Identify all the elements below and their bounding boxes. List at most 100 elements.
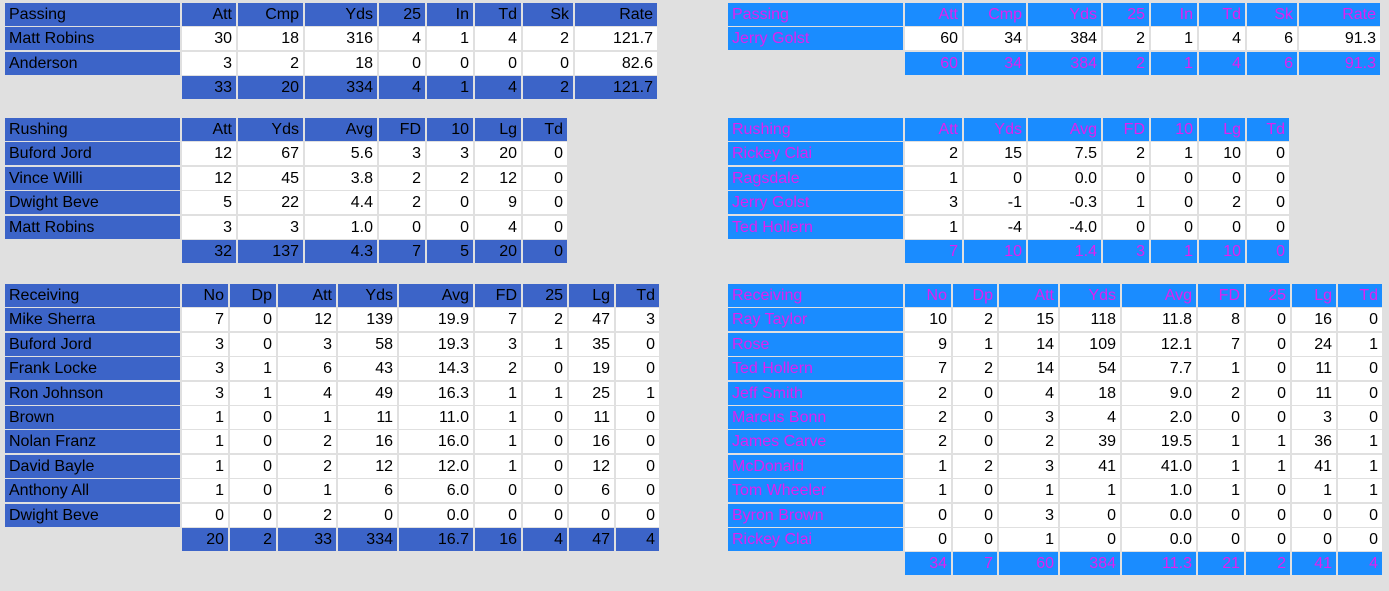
stat-cell: 1 — [616, 381, 659, 405]
stat-cell: 0 — [953, 503, 997, 527]
header-cell: FD — [475, 284, 521, 307]
total-cell: 3 — [1103, 240, 1149, 263]
stat-cell: 11.0 — [399, 406, 473, 429]
stat-cell: 9 — [475, 191, 521, 215]
stat-cell: 3 — [182, 332, 228, 356]
total-cell: 41 — [1292, 552, 1336, 576]
header-cell: FD — [1198, 284, 1244, 307]
player-name: Ted Hollern — [728, 215, 903, 239]
stat-cell: 10 — [1199, 142, 1245, 166]
stat-cell: 7.5 — [1028, 142, 1101, 166]
stat-cell: 1 — [475, 454, 521, 478]
stat-cell: 7.7 — [1122, 357, 1196, 381]
stat-cell: 2.0 — [1122, 406, 1196, 429]
player-name: Anderson — [5, 51, 180, 75]
header-cell: Dp — [953, 284, 997, 307]
header-cell: Passing — [728, 3, 903, 26]
stat-cell: 91.3 — [1299, 27, 1380, 51]
stat-cell: 0 — [1151, 215, 1197, 239]
stat-cell: 2 — [379, 166, 425, 190]
stat-cell: 34 — [964, 27, 1026, 51]
stat-cell: 3 — [1292, 406, 1336, 429]
stat-cell: 1 — [182, 454, 228, 478]
stat-cell: 19.9 — [399, 308, 473, 332]
stat-cell: 1 — [1246, 454, 1290, 478]
stat-cell: 0 — [1199, 166, 1245, 190]
stat-cell: 22 — [238, 191, 303, 215]
stat-cell: 0 — [1151, 166, 1197, 190]
stat-cell: 1 — [523, 381, 567, 405]
stat-cell: 2 — [905, 406, 951, 429]
stat-cell: 1 — [230, 357, 276, 381]
stat-cell: 0 — [1247, 191, 1289, 215]
player-name: Ray Taylor — [728, 308, 903, 332]
total-cell: 0 — [523, 240, 567, 263]
stat-cell: 9.0 — [1122, 381, 1196, 405]
stat-cell: 0 — [953, 430, 997, 454]
total-cell: 34 — [964, 51, 1026, 75]
stat-cell: 3 — [182, 357, 228, 381]
stat-cell: 0 — [523, 479, 567, 503]
player-name: Ted Hollern — [728, 357, 903, 381]
stat-cell: 6 — [278, 357, 336, 381]
stat-cell: 4 — [1060, 406, 1120, 429]
stat-cell: 1 — [1198, 357, 1244, 381]
stat-cell: 4 — [999, 381, 1058, 405]
stat-cell: 0 — [1338, 308, 1382, 332]
stat-cell: 0 — [1199, 215, 1245, 239]
stat-cell: 0 — [379, 51, 425, 75]
stat-cell: 18 — [1060, 381, 1120, 405]
stat-cell: 0 — [616, 357, 659, 381]
header-cell: No — [182, 284, 228, 307]
stat-cell: 41.0 — [1122, 454, 1196, 478]
total-cell: 20 — [475, 240, 521, 263]
header-cell: Receiving — [5, 284, 180, 307]
stat-cell: 0 — [523, 51, 573, 75]
header-cell: Td — [523, 118, 567, 141]
stat-cell: 30 — [182, 27, 236, 51]
stat-cell: 0 — [1292, 528, 1336, 551]
stat-cell: 2 — [953, 357, 997, 381]
stat-cell: 0 — [523, 166, 567, 190]
total-cell: 1 — [1151, 240, 1197, 263]
total-cell: 2 — [230, 528, 276, 551]
stat-cell: -4.0 — [1028, 215, 1101, 239]
header-cell: Yds — [338, 284, 397, 307]
total-cell: 91.3 — [1299, 51, 1380, 75]
stat-cell: 7 — [182, 308, 228, 332]
total-cell: 4 — [1338, 552, 1382, 576]
stat-cell: 3 — [999, 406, 1058, 429]
total-cell: 0 — [1247, 240, 1289, 263]
stat-cell: 0 — [1338, 503, 1382, 527]
stat-cell: 3 — [999, 503, 1058, 527]
stat-cell: 0 — [427, 191, 473, 215]
total-cell: 60 — [905, 51, 962, 75]
stat-cell: 16.0 — [399, 430, 473, 454]
stat-cell: 2 — [905, 142, 962, 166]
player-name: James Carve — [728, 430, 903, 454]
stat-cell: 0.0 — [1122, 528, 1196, 551]
stat-cell: 3.8 — [305, 166, 377, 190]
total-cell: 33 — [278, 528, 336, 551]
header-cell: Td — [1247, 118, 1289, 141]
header-cell: In — [427, 3, 473, 26]
header-cell: Avg — [399, 284, 473, 307]
stat-cell: 4 — [379, 27, 425, 51]
player-name: Mike Sherra — [5, 308, 180, 332]
stat-cell: 1 — [999, 528, 1058, 551]
total-cell: 4 — [379, 76, 425, 100]
stat-cell: 1 — [1151, 27, 1197, 51]
header-cell: Dp — [230, 284, 276, 307]
stat-cell: 0 — [338, 503, 397, 527]
stat-cell: 7 — [1198, 332, 1244, 356]
stat-cell: 47 — [569, 308, 614, 332]
total-cell: 60 — [999, 552, 1058, 576]
stat-cell: 1 — [1198, 479, 1244, 503]
stat-cell: 0 — [953, 528, 997, 551]
stat-cell: 1 — [475, 406, 521, 429]
stat-cell: 1 — [905, 166, 962, 190]
total-cell: 33 — [182, 76, 236, 100]
total-cell: 384 — [1028, 51, 1101, 75]
stat-cell: 16 — [569, 430, 614, 454]
stat-cell: 0.0 — [399, 503, 473, 527]
